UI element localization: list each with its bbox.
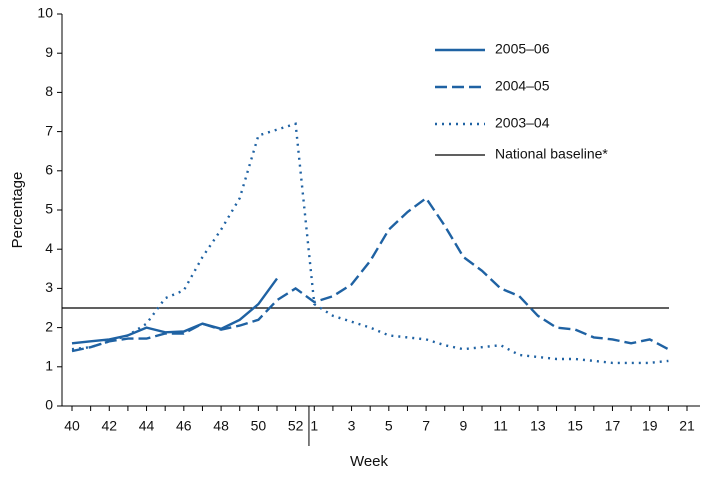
- legend-label: 2003–04: [495, 115, 550, 131]
- x-tick-label: 3: [348, 418, 356, 434]
- x-tick-label: 50: [251, 418, 267, 434]
- x-tick-label: 21: [679, 418, 695, 434]
- x-tick-label: 13: [530, 418, 546, 434]
- series-line: [71, 196, 669, 353]
- y-tick-label: 2: [45, 318, 53, 334]
- x-tick-label: 44: [139, 418, 155, 434]
- y-tick-label: 9: [45, 44, 53, 60]
- y-tick-label: 1: [45, 358, 53, 374]
- series-line: [71, 277, 278, 345]
- y-tick-label: 7: [45, 122, 53, 138]
- legend-label: National baseline*: [495, 146, 608, 162]
- x-tick-label: 42: [101, 418, 117, 434]
- y-tick-label: 3: [45, 279, 53, 295]
- x-tick-label: 15: [567, 418, 583, 434]
- x-tick-label: 19: [642, 418, 658, 434]
- y-tick-label: 6: [45, 162, 53, 178]
- x-tick-label: 7: [422, 418, 430, 434]
- x-tick-label: 9: [459, 418, 467, 434]
- x-tick-label: 17: [605, 418, 621, 434]
- legend-label: 2005–06: [495, 41, 550, 57]
- x-tick-label: 52: [288, 418, 304, 434]
- y-tick-label: 8: [45, 83, 53, 99]
- y-axis-label: Percentage: [9, 172, 26, 249]
- legend-label: 2004–05: [495, 78, 550, 94]
- x-tick-label: 46: [176, 418, 192, 434]
- x-tick-label: 11: [493, 418, 508, 434]
- x-tick-label: 48: [213, 418, 229, 434]
- x-tick-label: 1: [310, 418, 318, 434]
- x-axis-label: Week: [350, 453, 389, 470]
- y-tick-label: 10: [37, 5, 53, 21]
- x-tick-label: 5: [385, 418, 393, 434]
- y-tick-label: 5: [45, 201, 53, 217]
- y-tick-label: 4: [45, 240, 53, 256]
- x-tick-label: 40: [64, 418, 80, 434]
- y-tick-label: 0: [45, 397, 53, 413]
